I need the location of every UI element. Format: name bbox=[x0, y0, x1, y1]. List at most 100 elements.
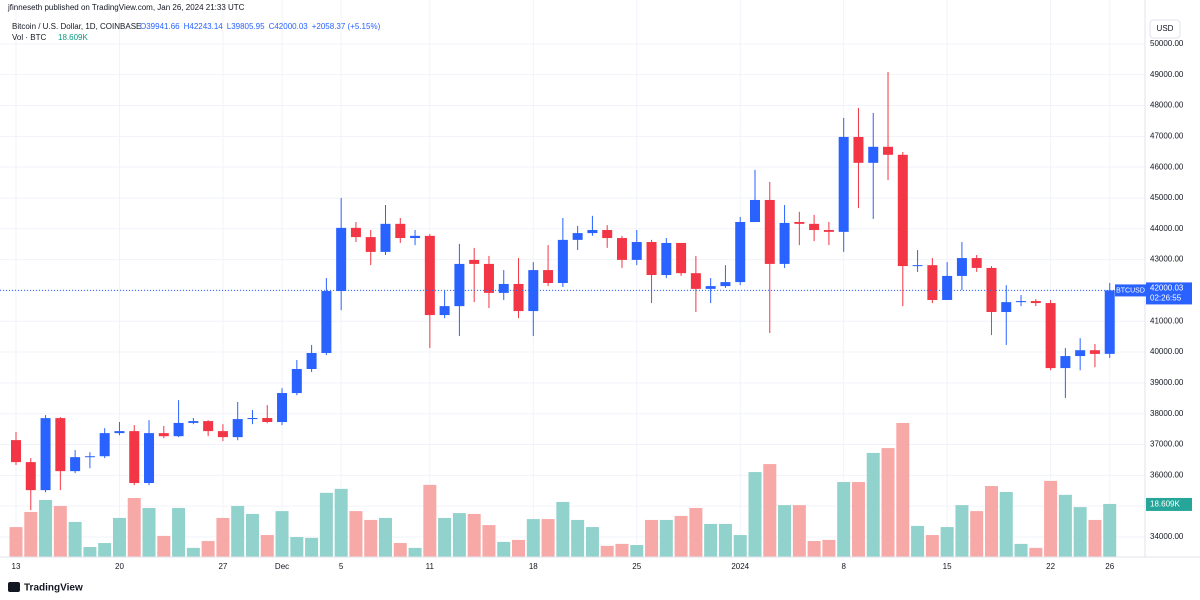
candle-body bbox=[439, 306, 450, 316]
candle-body bbox=[232, 419, 243, 438]
volume-bar bbox=[526, 519, 540, 557]
volume-bar bbox=[940, 527, 954, 557]
volume-bar bbox=[157, 535, 171, 557]
candle-body bbox=[498, 283, 509, 293]
volume-bar bbox=[984, 486, 998, 557]
currency: USD bbox=[1157, 24, 1174, 33]
price-tag-bg bbox=[1146, 282, 1192, 305]
x-tick-label: 22 bbox=[1046, 562, 1055, 571]
volume-bar bbox=[778, 505, 792, 557]
candle-body bbox=[469, 259, 480, 264]
candle-body bbox=[99, 433, 110, 457]
candle-body bbox=[676, 242, 687, 274]
volume-bar bbox=[186, 547, 200, 557]
currency-box[interactable] bbox=[1149, 19, 1181, 39]
candle-body bbox=[779, 222, 790, 264]
candle-body bbox=[986, 267, 997, 312]
candle-body bbox=[158, 433, 169, 437]
candle-body bbox=[587, 230, 598, 234]
volume-bar bbox=[482, 525, 496, 557]
logo bbox=[8, 582, 20, 592]
candle-body bbox=[40, 418, 51, 491]
volume-bar bbox=[630, 545, 644, 557]
candle-body bbox=[173, 422, 184, 437]
publisher: jfinneseth published on TradingView.com,… bbox=[7, 3, 245, 12]
candle-body bbox=[823, 230, 834, 232]
volume-bar bbox=[837, 482, 851, 557]
volume-bar bbox=[24, 511, 38, 557]
candle-body bbox=[247, 418, 258, 420]
candle-body bbox=[424, 235, 435, 316]
volume-bar bbox=[379, 517, 392, 557]
volume-bar bbox=[142, 507, 156, 557]
candle-body bbox=[70, 457, 81, 472]
volume-bar bbox=[645, 519, 659, 557]
volume-bar bbox=[659, 519, 673, 557]
volume-bar bbox=[68, 521, 82, 557]
candle-body bbox=[350, 227, 361, 238]
candle-body bbox=[838, 136, 849, 232]
candle-body bbox=[291, 369, 302, 394]
candle-body bbox=[144, 433, 155, 484]
candle-body bbox=[217, 431, 228, 438]
volume-bar bbox=[807, 541, 821, 557]
volume-bar bbox=[674, 515, 688, 557]
volume-bar bbox=[763, 464, 777, 557]
candle-body bbox=[1060, 356, 1071, 369]
candle-body bbox=[602, 230, 613, 239]
candle-body bbox=[11, 440, 21, 463]
volume-bar bbox=[83, 547, 97, 557]
volume-bar bbox=[408, 547, 422, 557]
volume-bar bbox=[851, 482, 865, 557]
y-tick-label: 38000.00 bbox=[1150, 409, 1184, 418]
candle-body bbox=[336, 227, 347, 292]
candle-body bbox=[883, 146, 894, 155]
volume-bar bbox=[792, 505, 806, 557]
volume-tag: 18.609K bbox=[1150, 500, 1180, 509]
candle-body bbox=[513, 283, 524, 312]
volume-bar bbox=[334, 488, 348, 557]
volume-legend: Vol · BTC bbox=[12, 33, 46, 42]
volume-bar bbox=[748, 472, 762, 557]
volume-bar bbox=[201, 541, 215, 557]
y-tick-label: 46000.00 bbox=[1150, 162, 1184, 171]
x-tick-label: 8 bbox=[841, 562, 846, 571]
volume-bar bbox=[349, 511, 363, 557]
volume-bar bbox=[585, 527, 599, 557]
price-pane bbox=[11, 71, 1115, 511]
volume-bar bbox=[172, 507, 186, 557]
candle-body bbox=[942, 275, 953, 300]
volume-bar bbox=[467, 513, 481, 557]
candle-body bbox=[794, 222, 805, 224]
volume-bar bbox=[1058, 494, 1072, 557]
candle-body bbox=[262, 418, 273, 423]
y-tick-label: 41000.00 bbox=[1150, 316, 1184, 325]
candle-body bbox=[25, 462, 36, 491]
candle-body bbox=[690, 273, 701, 289]
volume-bar bbox=[970, 511, 984, 557]
x-tick-label: 25 bbox=[632, 562, 641, 571]
volume-bar bbox=[245, 513, 259, 557]
volume-bar bbox=[999, 491, 1013, 557]
y-tick-label: 45000.00 bbox=[1150, 193, 1184, 202]
candle-body bbox=[646, 242, 657, 276]
candle-body bbox=[306, 352, 317, 370]
candle-body bbox=[661, 242, 672, 276]
volume-tag-bg bbox=[1146, 497, 1192, 511]
candle-body bbox=[971, 258, 982, 268]
volume-bar bbox=[822, 539, 836, 557]
volume-bar bbox=[896, 423, 910, 557]
volume-bar bbox=[231, 505, 245, 557]
volume-bar bbox=[53, 505, 67, 557]
volume-bar bbox=[9, 527, 23, 557]
volume-bar bbox=[305, 537, 319, 557]
candle-body bbox=[720, 282, 731, 287]
volume-bar bbox=[39, 499, 53, 557]
volume-bar bbox=[260, 535, 274, 557]
x-tick-label: 11 bbox=[426, 562, 435, 571]
x-tick-label: 26 bbox=[1105, 562, 1114, 571]
candle-body bbox=[188, 421, 199, 423]
candle-body bbox=[853, 136, 864, 163]
candle-body bbox=[203, 421, 214, 432]
y-tick-label: 48000.00 bbox=[1150, 101, 1184, 110]
